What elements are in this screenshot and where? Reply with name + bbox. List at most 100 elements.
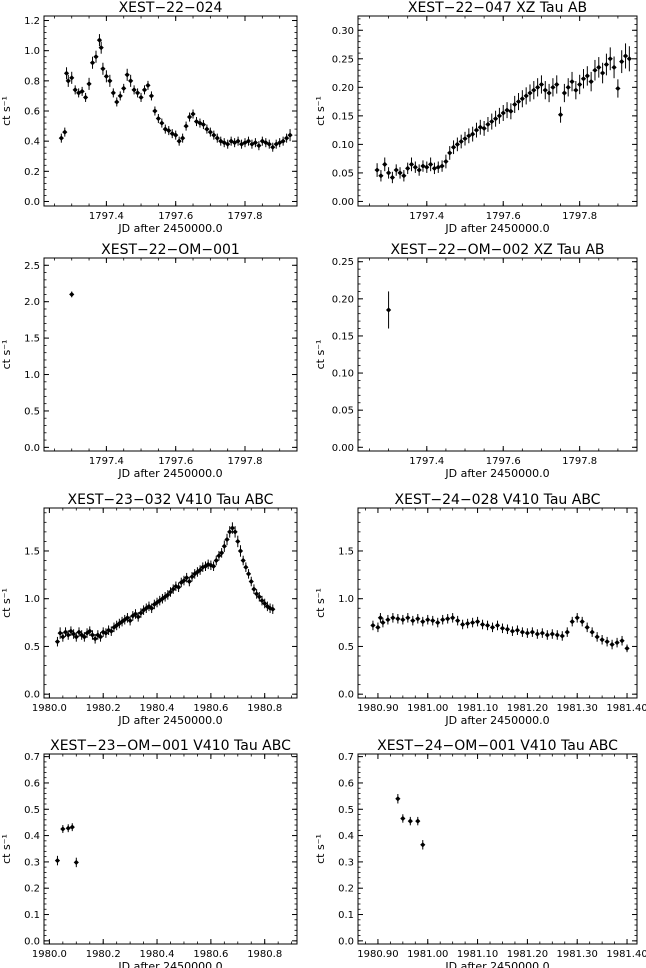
y-tick-label: 0.5 [338,642,354,653]
point-marker [473,127,480,133]
y-tick-label: 0.3 [338,857,354,868]
x-tick-label: 1980.90 [357,949,398,960]
point-marker [134,90,141,96]
data-point [489,113,495,130]
data-point [149,603,155,614]
point-marker [240,557,246,564]
point-marker [159,120,165,126]
x-tick-label: 1797.6 [158,456,193,467]
point-marker [515,98,522,105]
point-marker [405,615,411,621]
data-point [370,620,376,631]
point-marker [377,615,384,621]
data-point [385,291,392,329]
y-tick-label: 0.0 [338,690,354,701]
data-point [538,75,545,94]
data-point [557,106,564,123]
data-point [270,604,276,614]
point-marker [622,53,629,59]
data-point [603,53,610,76]
data-point [221,540,227,552]
y-axis-label: ct s⁻¹ [314,834,327,864]
panel-6: XEST−24−028 V410 Tau ABC 1980.90 1981.00 19… [314,492,646,727]
data-point [400,614,406,625]
point-marker [210,563,217,569]
point-marker [58,135,64,141]
point-marker [489,624,496,630]
data-point [193,117,200,127]
point-marker [378,173,384,179]
data-point [225,139,231,149]
x-tick-label: 1981.00 [407,703,448,714]
plot-frame [43,15,298,207]
data-point [450,613,456,623]
point-marker [527,90,533,96]
x-axis-label: JD after 2450000.0 [117,222,222,235]
data-point [460,619,466,630]
point-marker [207,129,213,135]
data-point [435,161,441,173]
point-marker [529,629,535,635]
data-point [401,170,407,182]
data-point [407,816,413,826]
data-point [397,167,403,179]
point-marker [470,131,476,137]
data-point [65,74,71,87]
point-marker [439,163,445,169]
panel-7: XEST−23−OM−001 V410 Tau ABC 1980.0 1980.2 1… [0,738,298,968]
point-marker [119,619,125,625]
point-marker [65,632,71,638]
y-tick-label: 0.10 [332,369,354,380]
data-point [248,576,254,587]
data-point [176,136,182,146]
point-marker [546,90,552,96]
data-point [173,130,179,140]
point-marker [450,615,456,621]
data-point [229,522,236,534]
point-marker [454,141,460,147]
data-point [65,824,71,833]
panel-title: XEST−22−OM−001 [101,242,240,258]
data-point [68,626,74,636]
data-point [103,70,109,83]
data-point [277,138,283,148]
data-point [89,56,96,69]
point-marker [474,619,481,625]
y-axis-label: ct s⁻¹ [314,96,327,126]
point-marker [197,567,203,573]
point-marker [143,605,149,611]
x-tick-label: 1981.00 [407,949,448,960]
x-axis-label: JD after 2450000.0 [444,714,549,727]
data-point [92,634,98,644]
data-point [211,130,217,140]
data-point [134,88,141,98]
data-point [447,146,453,160]
point-marker [200,121,207,128]
point-marker [65,78,71,84]
data-point [420,840,426,850]
point-marker [262,600,268,607]
point-marker [469,619,476,626]
point-marker [145,82,151,88]
point-marker [248,578,254,585]
data-point [473,122,480,138]
x-tick-label: 1980.90 [357,703,398,714]
data-point [485,116,491,132]
data-point [121,83,127,93]
data-point [443,154,449,169]
data-point [425,614,431,625]
data-point [529,627,535,637]
point-marker [531,87,537,93]
y-tick-label: 0.05 [332,168,354,179]
y-axis-label: ct s⁻¹ [314,340,327,370]
point-marker [232,529,238,535]
data-point [430,615,436,626]
panel-title: XEST−23−032 V410 Tau ABC [68,492,274,508]
panel-5: XEST−23−032 V410 Tau ABC 1980.0 1980.2 1980… [0,492,298,727]
point-marker [512,101,518,108]
point-marker [235,538,241,545]
point-marker [539,630,545,636]
y-tick-label: 0.15 [332,331,354,342]
y-tick-label: 0.7 [338,752,354,763]
point-marker [100,66,106,72]
